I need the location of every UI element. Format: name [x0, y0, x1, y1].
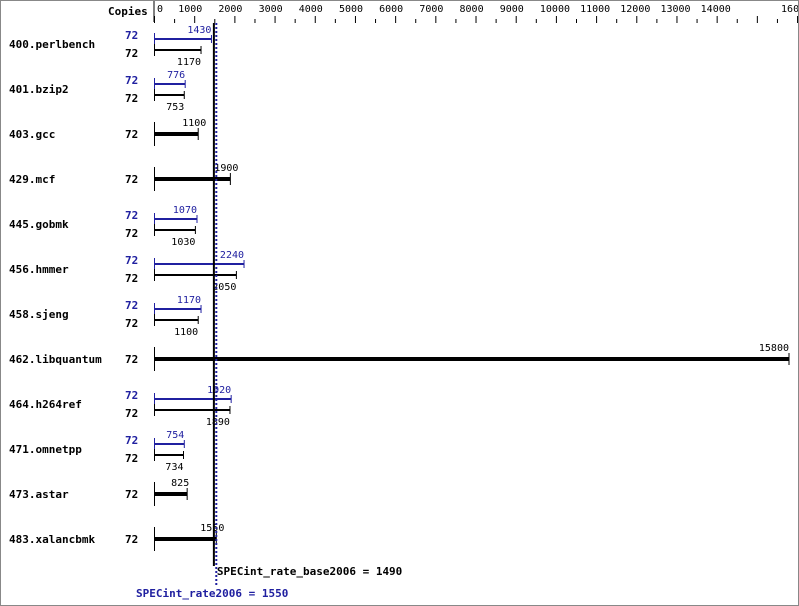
copies-peak: 72 [125, 299, 138, 312]
base-value-label: 753 [166, 102, 184, 113]
copies-header: Copies [108, 5, 148, 18]
copies-base: 72 [125, 92, 138, 105]
base-value-label: 1100 [174, 327, 198, 338]
tick-label: 9000 [500, 4, 524, 15]
copies-peak: 72 [125, 74, 138, 87]
tick-label: 14000 [701, 4, 731, 15]
copies-peak: 72 [125, 389, 138, 402]
peak-value-label: 776 [167, 70, 185, 81]
tick-label: 13000 [660, 4, 690, 15]
tick-label: 10000 [540, 4, 570, 15]
base-reference-label: SPECint_rate_base2006 = 1490 [217, 565, 402, 578]
base-value-label: 15800 [759, 343, 789, 354]
copies-base: 72 [125, 317, 138, 330]
copies-peak: 72 [125, 434, 138, 447]
copies-peak: 72 [125, 254, 138, 267]
base-value-label: 825 [171, 478, 189, 489]
benchmark-label: 429.mcf [9, 173, 55, 186]
peak-value-label: 1170 [177, 295, 201, 306]
benchmark-label: 462.libquantum [9, 353, 102, 366]
base-value-label: 1100 [182, 118, 206, 129]
copies-base: 72 [125, 227, 138, 240]
benchmark-label: 473.astar [9, 488, 69, 501]
tick-label: 16000 [781, 4, 798, 15]
benchmark-label: 456.hmmer [9, 263, 69, 276]
copies-peak: 72 [125, 29, 138, 42]
copies-base: 72 [125, 452, 138, 465]
peak-value-label: 1920 [207, 385, 231, 396]
copies-base: 72 [125, 407, 138, 420]
peak-value-label: 754 [166, 430, 184, 441]
base-value-label: 1550 [200, 523, 224, 534]
tick-label: 1000 [178, 4, 202, 15]
benchmark-label: 401.bzip2 [9, 83, 69, 96]
peak-reference-label: SPECint_rate2006 = 1550 [136, 587, 288, 600]
peak-value-label: 1430 [187, 25, 211, 36]
benchmark-label: 400.perlbench [9, 38, 95, 51]
copies-base: 72 [125, 353, 138, 366]
base-value-label: 1900 [214, 163, 238, 174]
benchmark-label: 403.gcc [9, 128, 55, 141]
benchmark-label: 445.gobmk [9, 218, 69, 231]
tick-label: 12000 [620, 4, 650, 15]
tick-label: 4000 [299, 4, 323, 15]
tick-label: 2000 [218, 4, 242, 15]
copies-base: 72 [125, 173, 138, 186]
base-value-label: 1170 [177, 57, 201, 68]
base-value-label: 734 [165, 462, 183, 473]
base-value-label: 2050 [212, 282, 236, 293]
tick-label: 8000 [460, 4, 484, 15]
base-value-label: 1890 [206, 417, 230, 428]
benchmark-label: 458.sjeng [9, 308, 69, 321]
tick-label: 11000 [580, 4, 610, 15]
benchmark-label: 464.h264ref [9, 398, 82, 411]
tick-label: 6000 [379, 4, 403, 15]
copies-base: 72 [125, 47, 138, 60]
peak-value-label: 2240 [220, 250, 244, 261]
copies-peak: 72 [125, 209, 138, 222]
benchmark-label: 483.xalancbmk [9, 533, 95, 546]
copies-base: 72 [125, 128, 138, 141]
benchmark-label: 471.omnetpp [9, 443, 82, 456]
tick-label: 7000 [419, 4, 443, 15]
tick-label: 0 [157, 4, 163, 15]
copies-base: 72 [125, 272, 138, 285]
peak-value-label: 1070 [173, 205, 197, 216]
copies-base: 72 [125, 533, 138, 546]
base-value-label: 1030 [171, 237, 195, 248]
tick-label: 3000 [259, 4, 283, 15]
tick-label: 5000 [339, 4, 363, 15]
copies-base: 72 [125, 488, 138, 501]
